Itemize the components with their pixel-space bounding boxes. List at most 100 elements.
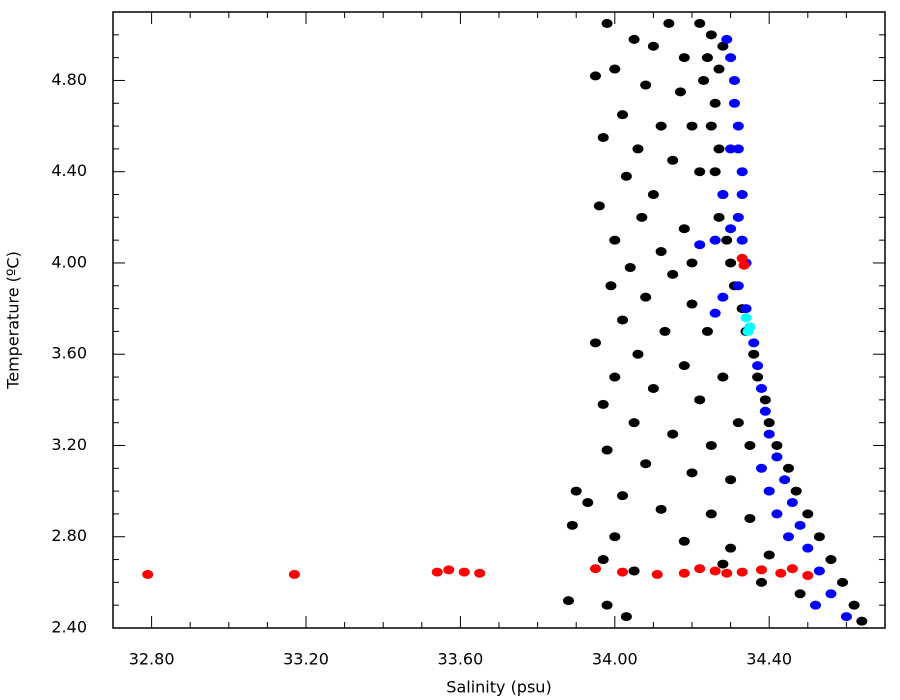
point	[759, 395, 771, 405]
point	[752, 361, 764, 371]
point	[632, 349, 644, 359]
point	[725, 258, 737, 268]
point	[725, 53, 737, 63]
point	[736, 167, 748, 177]
point	[725, 543, 737, 553]
point	[609, 532, 621, 542]
point	[721, 235, 733, 245]
point	[570, 486, 582, 496]
point	[709, 98, 721, 108]
y-tick-label: 3.60	[51, 344, 87, 363]
point	[667, 429, 679, 439]
point	[686, 258, 698, 268]
point	[701, 326, 713, 336]
point	[713, 212, 725, 222]
point	[786, 564, 798, 574]
x-tick-label: 32.80	[129, 650, 175, 669]
point	[678, 361, 690, 371]
point	[813, 532, 825, 542]
point	[624, 263, 636, 273]
point	[590, 338, 601, 348]
point	[763, 429, 775, 439]
point	[748, 349, 760, 359]
x-tick-label: 33.60	[437, 650, 483, 669]
point	[738, 260, 750, 270]
point	[597, 555, 609, 565]
point	[617, 491, 629, 501]
point	[655, 121, 667, 131]
point	[617, 315, 629, 325]
point	[759, 406, 771, 416]
point	[763, 418, 775, 428]
point	[609, 372, 621, 382]
point	[709, 167, 721, 177]
point	[744, 440, 756, 450]
point	[705, 121, 717, 131]
point	[678, 224, 690, 234]
point	[601, 18, 613, 28]
point	[628, 418, 640, 428]
y-tick-label: 4.80	[51, 70, 87, 89]
point	[651, 569, 663, 579]
point	[601, 445, 613, 455]
point	[667, 155, 679, 165]
point	[736, 253, 748, 263]
point	[728, 98, 740, 108]
x-tick-label: 33.20	[283, 650, 329, 669]
point	[601, 600, 613, 610]
point	[620, 171, 632, 181]
point	[732, 144, 744, 154]
point	[590, 71, 601, 81]
point	[840, 612, 852, 622]
point	[694, 564, 706, 574]
point	[694, 395, 706, 405]
point	[694, 18, 706, 28]
point	[709, 566, 721, 576]
point	[717, 41, 729, 51]
point	[732, 418, 744, 428]
point	[732, 281, 744, 291]
point	[748, 338, 760, 348]
point	[736, 190, 748, 200]
point	[728, 75, 740, 85]
point	[636, 212, 648, 222]
point	[732, 212, 744, 222]
point	[763, 486, 775, 496]
point	[609, 235, 621, 245]
point	[705, 30, 717, 40]
x-axis-label: Salinity (psu)	[446, 678, 551, 697]
y-tick-label: 4.00	[51, 252, 87, 271]
point	[674, 87, 686, 97]
point	[686, 468, 698, 478]
point	[771, 509, 783, 519]
point	[647, 190, 659, 200]
x-tick-label: 34.00	[592, 650, 638, 669]
point	[609, 64, 621, 74]
point	[667, 269, 679, 279]
plot-frame	[112, 11, 886, 629]
y-tick-label: 3.20	[51, 435, 87, 454]
point	[431, 567, 443, 577]
y-tick-label: 2.80	[51, 526, 87, 545]
point	[628, 566, 640, 576]
point	[686, 121, 698, 131]
point	[856, 616, 868, 626]
point	[701, 53, 713, 63]
point	[698, 75, 710, 85]
point	[813, 566, 825, 576]
point	[593, 201, 605, 211]
point	[790, 486, 802, 496]
point	[458, 567, 470, 577]
point	[717, 372, 729, 382]
point	[632, 144, 644, 154]
point	[566, 520, 578, 530]
x-tick-label: 34.40	[746, 650, 792, 669]
point	[802, 509, 814, 519]
point	[755, 463, 767, 473]
point	[694, 240, 706, 250]
point	[755, 577, 767, 587]
point	[717, 190, 729, 200]
point	[605, 281, 617, 291]
point	[825, 555, 837, 565]
point	[678, 53, 690, 63]
